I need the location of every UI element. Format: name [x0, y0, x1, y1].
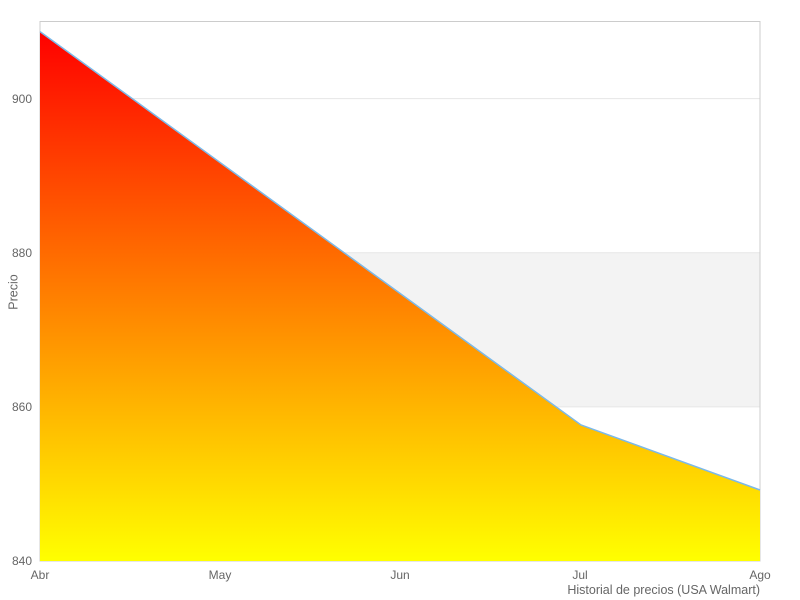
- svg-text:May: May: [209, 568, 232, 582]
- svg-text:Jul: Jul: [572, 568, 587, 582]
- svg-text:Historial de precios (USA Walm: Historial de precios (USA Walmart): [567, 583, 760, 597]
- svg-text:880: 880: [12, 246, 32, 260]
- svg-text:Abr: Abr: [31, 568, 50, 582]
- svg-text:840: 840: [12, 554, 32, 568]
- svg-text:Ago: Ago: [749, 568, 771, 582]
- svg-text:900: 900: [12, 92, 32, 106]
- svg-text:860: 860: [12, 400, 32, 414]
- svg-text:Jun: Jun: [390, 568, 409, 582]
- svg-text:Precio: Precio: [6, 274, 20, 309]
